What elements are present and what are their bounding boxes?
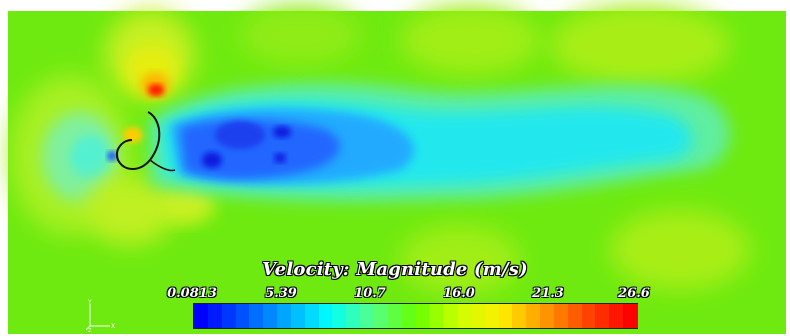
orientation-axes-icon: Y X Z [85, 299, 115, 334]
colorbar-band [526, 304, 541, 328]
legend-tick-label: 5.39 [265, 286, 297, 301]
colorbar-band [207, 304, 223, 328]
colorbar-band [235, 304, 251, 328]
colorbar-band [553, 304, 569, 328]
axis-x-label: X [111, 323, 115, 330]
colorbar-band [429, 304, 445, 328]
colorbar-band [318, 304, 334, 328]
colorbar-band [457, 304, 472, 328]
colorbar-band [249, 304, 265, 328]
colorbar-band [623, 304, 638, 328]
colorbar-band [540, 304, 555, 328]
flow-field-bands [10, 5, 750, 295]
colorbar-band [304, 304, 320, 328]
colorbar-band [194, 304, 209, 328]
colorbar-band [401, 304, 417, 328]
colorbar-band [595, 304, 611, 328]
colorbar-band [373, 304, 389, 328]
colorbar-band [512, 304, 528, 328]
colorbar-band [263, 304, 278, 328]
legend-tick-label: 26.6 [618, 286, 650, 301]
colorbar-band [277, 304, 292, 328]
legend-tick-label: 16.0 [443, 286, 475, 301]
colorbar-band [290, 304, 306, 328]
colorbar-band [470, 304, 486, 328]
legend-tick-label: 0.0813 [167, 286, 217, 301]
colorbar-band [221, 304, 237, 328]
rotor-blade-shape [116, 111, 176, 172]
colorbar-band [609, 304, 625, 328]
colorbar-band [498, 304, 514, 328]
legend-title: Velocity: Magnitude (m/s) [262, 259, 528, 280]
colorbar-band [346, 304, 361, 328]
colorbar-band [443, 304, 458, 328]
colorbar-band [567, 304, 583, 328]
axis-z-label: Z [88, 328, 92, 334]
colorbar-band [387, 304, 403, 328]
colorbar-band [332, 304, 348, 328]
colorbar-band [484, 304, 500, 328]
legend-colorbar [193, 303, 638, 329]
legend-tick-label: 10.7 [354, 286, 386, 301]
colorbar-band [360, 304, 375, 328]
legend-tick-label: 21.3 [532, 286, 564, 301]
colorbar-band [581, 304, 597, 328]
colorbar-band [415, 304, 431, 328]
axis-y-label: Y [87, 299, 92, 306]
